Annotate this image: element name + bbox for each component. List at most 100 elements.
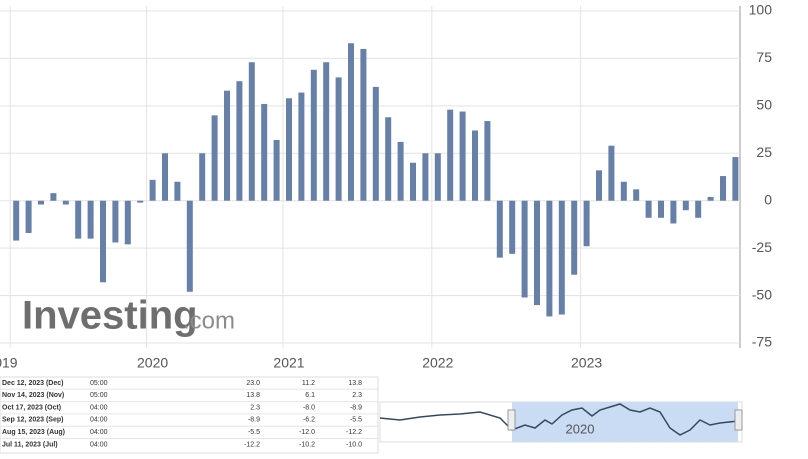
table-cell: 04:00: [90, 404, 108, 411]
bar: [509, 200, 516, 254]
table-cell: Sep 12, 2023 (Sep): [2, 417, 63, 424]
table-cell: Aug 15, 2023 (Aug): [2, 429, 65, 436]
bar: [434, 153, 441, 201]
table-cell: 04:00: [90, 429, 108, 436]
table-cell: Oct 17, 2023 (Oct): [2, 404, 61, 411]
bar: [645, 200, 652, 218]
bar: [558, 200, 565, 315]
bar: [410, 162, 416, 201]
logo: Investing .com: [22, 294, 235, 338]
table-cell: -6.2: [303, 417, 315, 424]
bar: [273, 140, 280, 201]
bar: [372, 86, 379, 201]
table-cell: -12.2: [244, 441, 260, 448]
bar: [670, 200, 677, 224]
table-cell: 2.3: [250, 404, 260, 411]
bar: [87, 200, 94, 239]
table-cell: 6.1: [305, 392, 315, 399]
bar: [571, 200, 578, 275]
y-tick-label: -75: [752, 334, 772, 350]
logo-brand: Investing: [22, 294, 198, 338]
bar: [100, 200, 106, 283]
bar: [496, 200, 503, 258]
table-cell: Jul 11, 2023 (Jul): [2, 441, 58, 448]
bar: [261, 103, 268, 201]
table-cell: -5.5: [350, 417, 362, 424]
x-tick-label: 2021: [273, 355, 304, 371]
bar: [286, 98, 292, 201]
bar: [25, 200, 32, 233]
y-tick-label: 100: [749, 2, 773, 18]
bar: [124, 200, 131, 245]
navigator-handle[interactable]: [507, 409, 516, 431]
bar: [75, 200, 82, 239]
bar: [199, 153, 206, 201]
bar: [174, 181, 181, 201]
table-cell: 2.3: [352, 392, 362, 399]
bar: [248, 62, 255, 201]
bar: [472, 130, 478, 201]
y-tick-label: -50: [752, 286, 772, 302]
bar: [186, 200, 193, 292]
bar: [720, 176, 726, 201]
table-cell: -12.2: [346, 429, 362, 436]
bar: [658, 200, 664, 218]
table-cell: Nov 14, 2023 (Nov): [2, 392, 64, 399]
table-cell: -12.0: [299, 429, 315, 436]
bar: [534, 200, 540, 306]
table-cell: 05:00: [90, 380, 108, 387]
table-cell: -10.2: [299, 441, 315, 448]
bar: [149, 179, 156, 201]
bar: [583, 200, 590, 247]
x-tick-label: 2022: [422, 355, 453, 371]
bar: [732, 157, 739, 201]
bar: [682, 200, 689, 211]
y-tick-label: 75: [756, 49, 772, 65]
table-cell: -8.9: [350, 404, 362, 411]
bar: [447, 109, 454, 201]
bar: [397, 141, 404, 201]
bar: [596, 170, 602, 201]
bar: [236, 81, 243, 201]
table-cell: -10.0: [346, 441, 362, 448]
bar: [422, 153, 429, 201]
table-cell: 13.8: [348, 380, 362, 387]
table-cell: 04:00: [90, 417, 108, 424]
bar: [484, 121, 491, 201]
bar: [162, 153, 168, 201]
bar: [360, 48, 367, 201]
bar: [112, 200, 119, 243]
bar: [13, 200, 20, 241]
bar: [695, 200, 702, 218]
bar: [298, 92, 305, 201]
y-tick-label: 0: [764, 191, 772, 207]
table-cell: 04:00: [90, 441, 108, 448]
navigator-label: 2020: [566, 421, 595, 436]
bar: [633, 189, 640, 201]
bar: [348, 43, 354, 201]
navigator-series: [379, 403, 739, 436]
y-tick-label: 50: [756, 97, 772, 113]
bar: [137, 200, 144, 203]
bar: [211, 115, 218, 201]
logo-suffix: .com: [183, 307, 235, 334]
bar: [310, 69, 317, 201]
table-cell: 23.0: [246, 380, 260, 387]
bar: [707, 196, 714, 201]
bar: [608, 145, 615, 201]
bar: [546, 200, 553, 317]
navigator-handle[interactable]: [734, 409, 743, 431]
x-tick-label: 2019: [0, 355, 18, 371]
bar: [521, 200, 528, 298]
table-cell: 13.8: [246, 392, 260, 399]
table-cell: 05:00: [90, 392, 108, 399]
bar: [323, 62, 330, 201]
bar: [335, 77, 342, 201]
bar: [50, 193, 57, 201]
y-tick-label: 25: [756, 144, 772, 160]
bar: [385, 117, 392, 201]
table-cell: Dec 12, 2023 (Dec): [2, 380, 63, 387]
bar: [459, 111, 466, 201]
navigator: 2020: [379, 401, 743, 443]
